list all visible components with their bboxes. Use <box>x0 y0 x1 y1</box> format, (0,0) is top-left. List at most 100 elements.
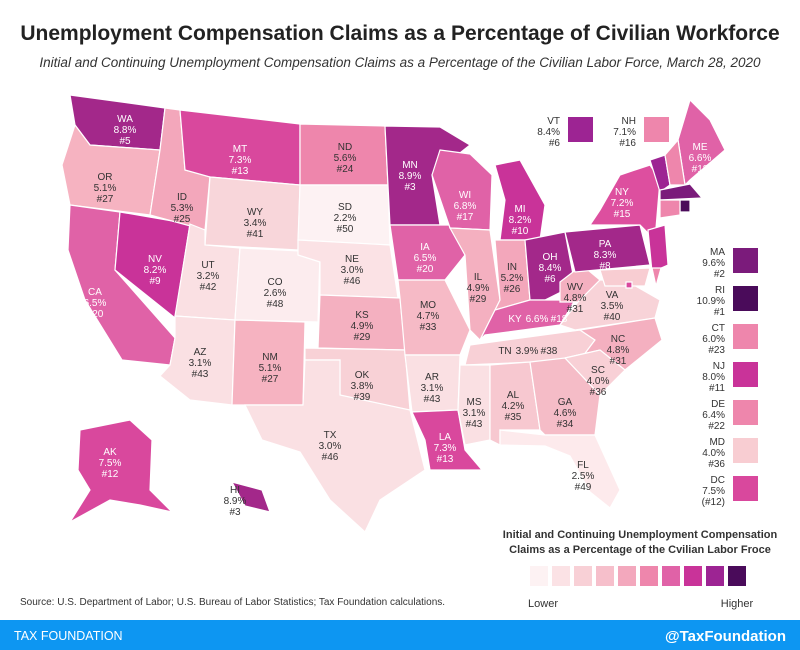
state-rank: #15 <box>614 209 631 220</box>
state-rank: #27 <box>262 374 279 385</box>
state-rank: #33 <box>420 322 437 333</box>
state-rank: #6 <box>549 138 561 149</box>
state-rank: #46 <box>322 452 339 463</box>
legend-swatch <box>684 566 702 586</box>
state-rank: #24 <box>337 164 354 175</box>
state-value: 8.4% <box>539 263 562 274</box>
legend-high: Higher <box>721 598 754 610</box>
legend-low: Lower <box>528 598 558 610</box>
state-value: 4.9% <box>467 283 490 294</box>
state-value: 4.0% <box>702 448 725 459</box>
state-value: 2.5% <box>572 471 595 482</box>
subtitle: Initial and Continuing Unemployment Comp… <box>39 55 761 70</box>
state-abbr: OH <box>543 252 558 263</box>
state-value: 9.6% <box>702 258 725 269</box>
state-abbr: KY <box>508 314 522 325</box>
state-rank: #41 <box>247 229 264 240</box>
state-shape <box>647 224 669 273</box>
state-rank: (#12) <box>702 497 725 508</box>
state-rank: #48 <box>267 299 284 310</box>
state-value: 3.8% <box>351 381 374 392</box>
state-abbr: DC <box>711 475 725 486</box>
state-shape <box>659 183 704 201</box>
state-shape <box>659 199 681 219</box>
state-rank: #42 <box>200 282 217 293</box>
callout-swatch <box>733 324 758 349</box>
state-value: 6.6% <box>526 314 549 325</box>
state-abbr: MT <box>233 144 247 155</box>
state-rank: #12 <box>102 469 119 480</box>
state-value: 4.0% <box>587 376 610 387</box>
state-rank: #16 <box>619 138 636 149</box>
state-abbr: NY <box>615 187 629 198</box>
state-abbr: SD <box>338 202 352 213</box>
state-value: 3.1% <box>463 408 486 419</box>
state-value: 3.5% <box>601 301 624 312</box>
state-rank: #31 <box>567 304 584 315</box>
state-shape <box>563 349 626 396</box>
state-rank: #34 <box>557 419 574 430</box>
state-value: 7.3% <box>229 155 252 166</box>
state-abbr: LA <box>439 432 452 443</box>
state-shape <box>230 481 271 513</box>
callout-swatch <box>733 248 758 273</box>
state-rank: #43 <box>466 419 483 430</box>
state-shape <box>625 281 633 289</box>
state-abbr: KS <box>355 310 369 321</box>
state-value: 8.0% <box>702 372 725 383</box>
state-value: 4.2% <box>502 401 525 412</box>
state-rank: #6 <box>544 274 556 285</box>
state-abbr: CT <box>712 323 725 334</box>
state-value: 8.4% <box>537 127 560 138</box>
state-abbr: AK <box>103 447 117 458</box>
state-rank: #39 <box>354 392 371 403</box>
state-rank: #3 <box>404 182 416 193</box>
callout-swatch <box>568 117 593 142</box>
state-shape <box>651 267 662 287</box>
state-rank: #46 <box>344 276 361 287</box>
state-shape <box>564 224 651 273</box>
state-rank: #9 <box>149 276 161 287</box>
state-value: 4.9% <box>351 321 374 332</box>
legend-swatch <box>640 566 658 586</box>
state-abbr: NJ <box>713 361 725 372</box>
state-abbr: TX <box>324 430 337 441</box>
state-abbr: HI <box>230 485 240 496</box>
state-rank: #13 <box>232 166 249 177</box>
state-rank: #49 <box>575 482 592 493</box>
state-value: 3.0% <box>341 265 364 276</box>
state-rank: #29 <box>470 294 487 305</box>
state-abbr: WI <box>459 190 471 201</box>
state-abbr: MA <box>710 247 725 258</box>
state-rank: #36 <box>708 459 725 470</box>
legend-swatch <box>530 566 548 586</box>
state-rank: #13 <box>437 454 454 465</box>
state-abbr: IN <box>507 262 517 273</box>
state-shape <box>457 364 491 446</box>
state-rank: #10 <box>512 226 529 237</box>
state-labels: WA8.8%#5OR5.1%#27CA6.5%#20NV8.2%#9ID5.3%… <box>84 114 758 518</box>
state-rank: #8 <box>599 261 611 272</box>
state-abbr: MO <box>420 300 436 311</box>
state-value: 3.1% <box>189 358 212 369</box>
state-value: 10.9% <box>697 296 725 307</box>
state-rank: #26 <box>504 284 521 295</box>
state-rank: #27 <box>97 194 114 205</box>
states <box>61 94 726 533</box>
state-rank: #20 <box>87 309 104 320</box>
legend-swatch <box>552 566 570 586</box>
state-abbr: NM <box>262 352 278 363</box>
state-abbr: CO <box>268 277 283 288</box>
state-rank: #20 <box>417 264 434 275</box>
source: Source: U.S. Department of Labor; U.S. B… <box>20 597 445 608</box>
legend-swatch <box>574 566 592 586</box>
state-abbr: NV <box>148 254 162 265</box>
state-abbr: MD <box>709 437 725 448</box>
state-value: 7.1% <box>613 127 636 138</box>
state-abbr: UT <box>201 260 214 271</box>
state-value: 4.6% <box>554 408 577 419</box>
state-rank: #50 <box>337 224 354 235</box>
state-value: 2.2% <box>334 213 357 224</box>
footer-bar <box>0 620 800 650</box>
